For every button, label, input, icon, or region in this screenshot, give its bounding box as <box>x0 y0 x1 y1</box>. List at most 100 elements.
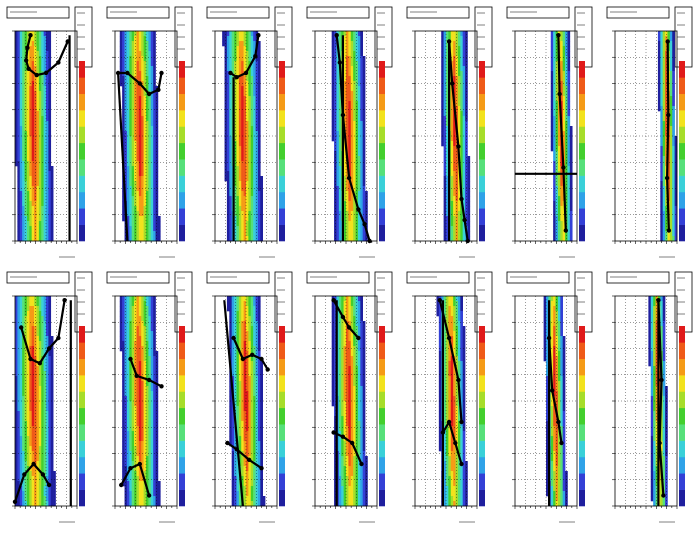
heatmap-cell <box>46 326 49 332</box>
heatmap-cell <box>343 56 347 62</box>
heatmap-cell <box>241 146 244 152</box>
heatmap-cell <box>457 41 461 47</box>
heatmap-cell <box>43 201 47 207</box>
heatmap-cell <box>38 401 42 407</box>
heatmap-cell <box>450 31 454 37</box>
heatmap-cell <box>153 331 156 337</box>
heatmap-cell <box>353 206 356 212</box>
heatmap-cell <box>457 46 461 52</box>
heatmap-cell <box>17 141 21 147</box>
heatmap-cell <box>662 66 666 72</box>
heatmap-cell <box>50 201 54 207</box>
heatmap-cell <box>22 311 25 317</box>
heatmap-cell <box>555 81 559 87</box>
heatmap-cell <box>129 226 132 232</box>
heatmap-cell <box>43 301 47 307</box>
heatmap-cell <box>336 196 340 202</box>
heatmap-cell <box>143 116 147 122</box>
heatmap-cell <box>355 76 359 82</box>
heatmap-cell <box>460 91 463 97</box>
heatmap-cell <box>17 406 21 412</box>
heatmap-cell <box>348 81 352 87</box>
heatmap-cell <box>462 56 466 62</box>
heatmap-cell <box>38 496 42 502</box>
heatmap-cell <box>38 481 42 487</box>
heatmap-cell <box>155 216 159 222</box>
heatmap-cell <box>157 236 161 242</box>
heatmap-cell <box>38 476 42 482</box>
heatmap-cell <box>22 366 25 372</box>
heatmap-cell <box>555 61 559 67</box>
heatmap-cell <box>36 371 40 377</box>
heatmap-cell <box>553 231 556 237</box>
color-scale-step <box>179 126 185 144</box>
heatmap-cell <box>148 211 152 217</box>
heatmap-cell <box>246 226 249 232</box>
heatmap-cell <box>129 336 132 342</box>
heatmap-cell <box>124 31 128 37</box>
heatmap-cell <box>355 191 359 197</box>
heatmap-cell <box>460 141 463 147</box>
heatmap-cell <box>226 31 230 37</box>
heatmap-cell <box>15 86 18 92</box>
heatmap-cell <box>38 336 42 342</box>
heatmap-cell <box>465 176 468 182</box>
heatmap-cell <box>357 106 361 112</box>
heatmap-cell <box>122 111 125 117</box>
heatmap-cell <box>224 91 228 97</box>
heatmap-cell <box>353 91 356 97</box>
heatmap-cell <box>34 196 37 202</box>
heatmap-cell <box>669 31 673 37</box>
heatmap-cell <box>17 61 21 67</box>
heatmap-cell <box>446 176 449 182</box>
heatmap-cell <box>241 131 244 137</box>
heatmap-cell <box>453 31 456 37</box>
heatmap-cell <box>15 391 18 397</box>
heatmap-cell <box>36 306 40 312</box>
color-scale-step <box>79 110 85 127</box>
heatmap-cell <box>453 221 456 227</box>
heatmap-cell <box>565 66 568 72</box>
heatmap-cell <box>353 96 356 102</box>
heatmap-cell <box>665 231 668 237</box>
heatmap-cell <box>229 56 232 62</box>
heatmap-cell <box>665 111 668 117</box>
heatmap-cell <box>443 36 447 42</box>
heatmap-cell <box>357 226 361 232</box>
heatmap-cell <box>229 41 232 47</box>
heatmap-cell <box>457 131 461 137</box>
heatmap-cell <box>343 161 347 167</box>
heatmap-cell <box>122 86 125 92</box>
heatmap-cell <box>129 376 132 382</box>
heatmap-cell <box>446 46 449 52</box>
heatmap-cell <box>248 186 252 192</box>
heatmap-cell <box>229 156 232 162</box>
heatmap-cell <box>22 406 25 412</box>
heatmap-cell <box>674 156 678 162</box>
heatmap-cell <box>672 101 675 107</box>
heatmap-cell <box>246 211 249 217</box>
heatmap-cell <box>353 221 356 227</box>
heatmap-cell <box>465 91 468 97</box>
heatmap-cell <box>34 391 37 397</box>
heatmap-cell <box>662 171 666 177</box>
heatmap-cell <box>41 401 44 407</box>
heatmap-cell <box>555 46 559 52</box>
heatmap-cell <box>465 211 468 217</box>
heatmap-cell <box>443 176 447 182</box>
heatmap-cell <box>336 136 340 142</box>
heatmap-cell <box>38 61 42 67</box>
heatmap-cell <box>19 301 23 307</box>
heatmap-cell <box>243 76 247 82</box>
heatmap-cell <box>234 46 237 52</box>
heatmap-cell <box>255 66 259 72</box>
heatmap-cell <box>150 211 154 217</box>
heatmap-cell <box>248 221 252 227</box>
heatmap-cell <box>146 121 149 127</box>
heatmap-cell <box>465 136 468 142</box>
heatmap-cell <box>24 456 28 462</box>
heatmap-cell <box>31 306 35 312</box>
heatmap-cell <box>43 381 47 387</box>
heatmap-cell <box>143 141 147 147</box>
heatmap-cell <box>446 76 449 82</box>
